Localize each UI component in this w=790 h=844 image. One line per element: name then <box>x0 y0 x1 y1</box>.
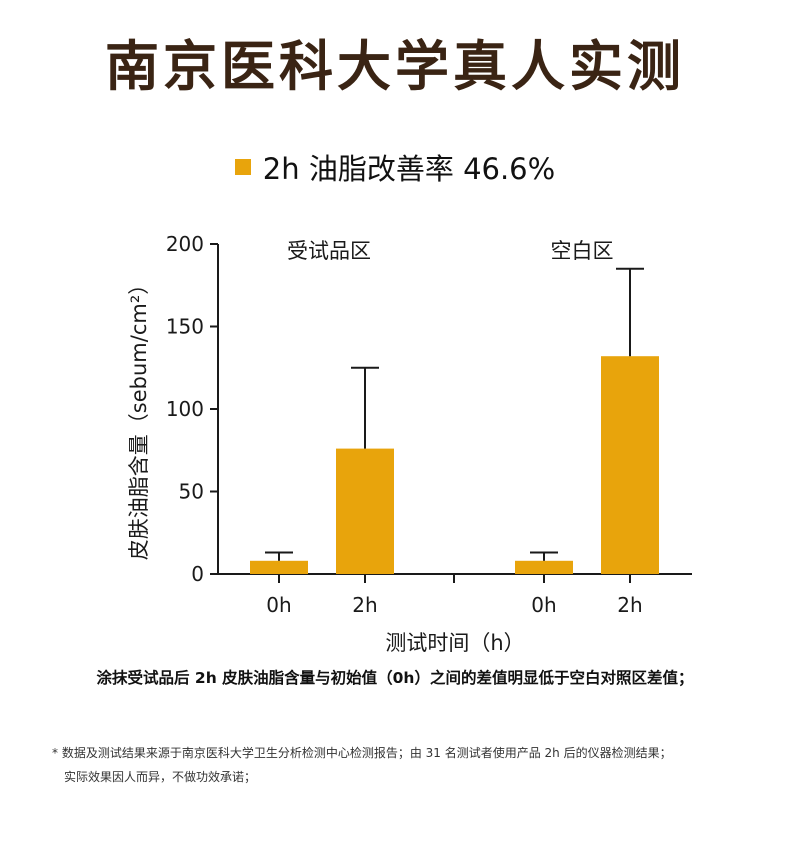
x-axis-title: 测试时间（h） <box>385 631 524 655</box>
footnote-line-2: 实际效果因人而异，不做功效承诺； <box>64 770 257 784</box>
chart-bars <box>250 267 659 574</box>
group-label: 空白区 <box>551 239 614 263</box>
result-note: 涂抹受试品后 2h 皮肤油脂含量与初始值（0h）之间的差值明显低于空白对照区差值… <box>96 669 694 687</box>
x-tick-label: 0h <box>266 593 291 617</box>
bar <box>601 356 659 574</box>
footnote: * 数据及测试结果来源于南京医科大学卫生分析检测中心检测报告；由 31 名测试者… <box>52 741 772 789</box>
chart-legend: 2h 油脂改善率 46.6% <box>0 146 790 188</box>
footnote-line-1: * 数据及测试结果来源于南京医科大学卫生分析检测中心检测报告；由 31 名测试者… <box>52 746 672 760</box>
legend-swatch <box>234 159 251 175</box>
bar <box>336 448 394 574</box>
bar <box>250 560 308 574</box>
x-tick-label: 0h <box>531 593 556 617</box>
y-tick-label: 150 <box>166 315 204 339</box>
x-tick-label: 2h <box>352 593 377 617</box>
y-axis-title: 皮肤油脂含量（sebum/cm²） <box>127 274 151 560</box>
y-tick-label: 200 <box>166 232 204 256</box>
page-title: 南京医科大学真人实测 <box>105 35 685 98</box>
y-tick-label: 0 <box>191 562 204 586</box>
y-tick-label: 50 <box>179 480 204 504</box>
bar <box>515 560 573 574</box>
legend-label: 2h 油脂改善率 46.6% <box>262 152 556 186</box>
group-label: 受试品区 <box>287 239 371 263</box>
y-tick-label: 100 <box>166 397 204 421</box>
x-tick-label: 2h <box>617 593 642 617</box>
